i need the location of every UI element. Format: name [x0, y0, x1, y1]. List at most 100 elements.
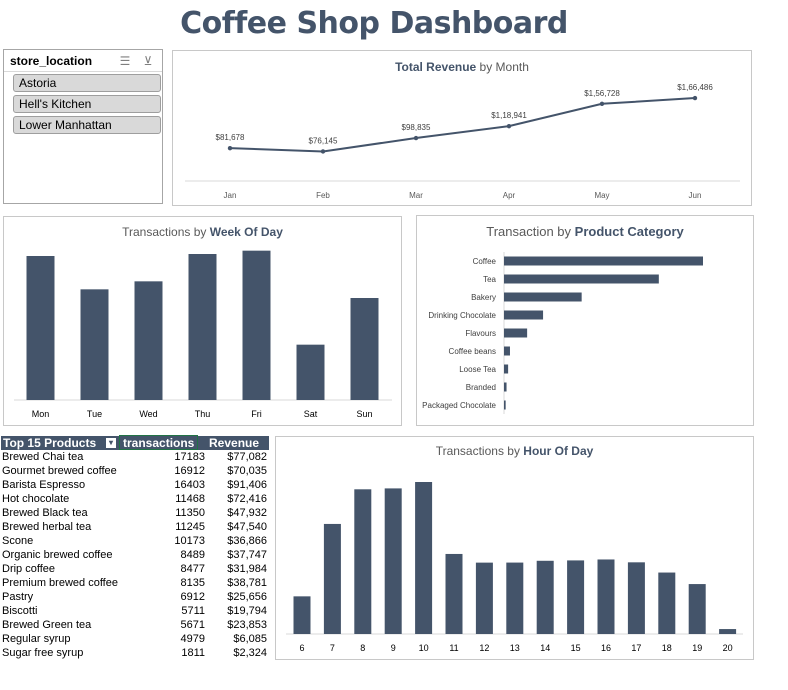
revenue-tick-label: Jan: [224, 191, 237, 200]
dashboard-title: Coffee Shop Dashboard: [180, 6, 568, 41]
table-row[interactable]: Brewed Black tea 11350 $47,932: [1, 506, 269, 520]
transactions-by-hour-chart: Transactions by Hour Of Day 6 7 8 9 10 11 12 13…: [275, 436, 754, 660]
table-row[interactable]: Premium brewed coffee 8135 $38,781: [1, 576, 269, 590]
clear-filter-icon[interactable]: ⊻: [143, 54, 153, 68]
product-name-cell[interactable]: Pastry: [2, 591, 34, 603]
transactions-cell[interactable]: 1811: [181, 647, 205, 659]
week-bar: [134, 281, 163, 400]
revenue-cell[interactable]: $23,853: [227, 619, 267, 631]
header-transactions[interactable]: transactions: [119, 435, 199, 450]
transactions-cell[interactable]: 8489: [180, 549, 205, 561]
category-bar: [504, 256, 703, 266]
table-row[interactable]: Brewed herbal tea 11245 $47,540: [1, 520, 269, 534]
table-row[interactable]: Barista Espresso 16403 $91,406: [1, 478, 269, 492]
table-row[interactable]: Brewed Green tea 5671 $23,853: [1, 618, 269, 632]
product-name-cell[interactable]: Hot chocolate: [2, 493, 70, 505]
category-bar: [504, 346, 510, 356]
revenue-data-label: $1,56,728: [584, 89, 620, 98]
hour-bar: [445, 553, 463, 634]
product-name-cell[interactable]: Gourmet brewed coffee: [2, 465, 117, 477]
table-row[interactable]: Gourmet brewed coffee 16912 $70,035: [1, 464, 269, 478]
table-body: Brewed Chai tea 17183 $77,082 Gourmet brewe…: [1, 450, 269, 660]
product-name-cell[interactable]: Brewed Black tea: [2, 507, 88, 519]
revenue-cell[interactable]: $47,932: [227, 507, 267, 519]
transactions-cell[interactable]: 16403: [174, 479, 205, 491]
transactions-cell[interactable]: 11350: [175, 507, 205, 519]
transactions-cell[interactable]: 16912: [174, 465, 205, 477]
table-row[interactable]: Scone 10173 $36,866: [1, 534, 269, 548]
product-name-cell[interactable]: Organic brewed coffee: [2, 549, 113, 561]
product-name-cell[interactable]: Brewed Green tea: [2, 619, 92, 631]
hour-tick-label: 19: [692, 643, 702, 653]
table-row[interactable]: Pastry 6912 $25,656: [1, 590, 269, 604]
table-row[interactable]: Sugar free syrup 1811 $2,324: [1, 646, 269, 660]
week-bar: [26, 256, 55, 400]
hour-bar: [384, 488, 402, 634]
transactions-cell[interactable]: 8135: [180, 577, 205, 589]
revenue-data-label: $76,145: [309, 136, 338, 145]
multi-select-icon[interactable]: ☰: [119, 54, 131, 68]
hour-tick-label: 17: [631, 643, 641, 653]
table-row[interactable]: Regular syrup 4979 $6,085: [1, 632, 269, 646]
hour-bar: [506, 562, 524, 634]
week-bar: [80, 289, 109, 400]
product-name-cell[interactable]: Scone: [2, 535, 34, 547]
transactions-cell[interactable]: 5711: [181, 605, 205, 617]
revenue-cell[interactable]: $6,085: [233, 633, 267, 645]
hour-tick-label: 20: [723, 643, 733, 653]
table-row[interactable]: Drip coffee 8477 $31,984: [1, 562, 269, 576]
revenue-cell[interactable]: $47,540: [227, 521, 267, 533]
revenue-data-label: $1,66,486: [677, 83, 713, 92]
slicer-item-astoria[interactable]: Astoria: [13, 74, 161, 92]
hour-bar: [627, 562, 645, 634]
category-tick-label: Coffee: [473, 257, 497, 266]
transactions-cell[interactable]: 4979: [180, 633, 205, 645]
transactions-cell[interactable]: 17183: [174, 451, 205, 463]
transactions-cell[interactable]: 8477: [180, 563, 205, 575]
slicer-item-lower-manhattan[interactable]: Lower Manhattan: [13, 116, 161, 134]
week-tick-label: Wed: [139, 409, 157, 419]
product-name-cell[interactable]: Barista Espresso: [2, 479, 86, 491]
revenue-cell[interactable]: $37,747: [227, 549, 267, 561]
transactions-cell[interactable]: 11468: [175, 493, 205, 505]
revenue-data-label: $1,18,941: [491, 111, 527, 120]
week-chart-title: Transactions by Week Of Day: [122, 225, 283, 239]
revenue-cell[interactable]: $91,406: [227, 479, 267, 491]
category-tick-label: Packaged Chocolate: [422, 401, 496, 410]
transactions-cell[interactable]: 10173: [174, 535, 205, 547]
revenue-cell[interactable]: $25,656: [227, 591, 267, 603]
revenue-tick-label: Feb: [316, 191, 330, 200]
transactions-cell[interactable]: 5671: [180, 619, 205, 631]
revenue-cell[interactable]: $72,416: [227, 493, 267, 505]
product-name-cell[interactable]: Drip coffee: [2, 563, 55, 575]
product-name-cell[interactable]: Sugar free syrup: [2, 647, 84, 659]
product-name-cell[interactable]: Brewed herbal tea: [2, 521, 92, 533]
table-row[interactable]: Biscotti 5711 $19,794: [1, 604, 269, 618]
revenue-data-label: $81,678: [216, 133, 245, 142]
week-bar: [188, 254, 217, 400]
header-products[interactable]: Top 15 Products: [3, 436, 97, 450]
revenue-cell[interactable]: $38,781: [227, 577, 267, 589]
transactions-by-category-chart: Transaction by Product Category Coffee Te…: [416, 215, 754, 426]
revenue-cell[interactable]: $36,866: [227, 535, 267, 547]
revenue-cell[interactable]: $19,794: [227, 605, 267, 617]
filter-dropdown-icon[interactable]: ▾: [106, 438, 116, 448]
transactions-cell[interactable]: 6912: [180, 591, 205, 603]
product-name-cell[interactable]: Biscotti: [2, 605, 38, 617]
transactions-cell[interactable]: 11245: [175, 521, 205, 533]
revenue-cell[interactable]: $70,035: [227, 465, 267, 477]
table-row[interactable]: Hot chocolate 11468 $72,416: [1, 492, 269, 506]
product-name-cell[interactable]: Brewed Chai tea: [2, 451, 84, 463]
hour-bar: [415, 482, 433, 634]
table-row[interactable]: Organic brewed coffee 8489 $37,747: [1, 548, 269, 562]
table-row[interactable]: Brewed Chai tea 17183 $77,082: [1, 450, 269, 464]
revenue-cell[interactable]: $77,082: [227, 451, 267, 463]
revenue-cell[interactable]: $2,324: [233, 647, 267, 659]
category-bar: [504, 310, 544, 320]
slicer-item-hells-kitchen[interactable]: Hell's Kitchen: [13, 95, 161, 113]
product-name-cell[interactable]: Premium brewed coffee: [2, 577, 118, 589]
header-revenue[interactable]: Revenue: [209, 436, 260, 450]
product-name-cell[interactable]: Regular syrup: [2, 633, 71, 645]
table-header: Top 15 Products ▾ transactions Revenue: [1, 435, 269, 450]
revenue-cell[interactable]: $31,984: [227, 563, 267, 575]
